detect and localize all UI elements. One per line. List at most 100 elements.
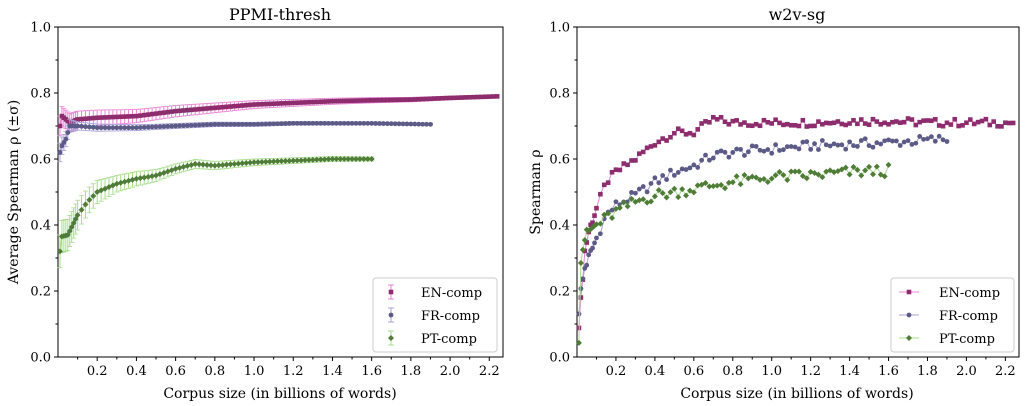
data-point xyxy=(737,181,744,188)
data-point xyxy=(86,196,93,203)
plot-area-w2v: 0.2 0.4 0.6 0.8 1.0 1.2 1.4 1.6 1.8 2.0 2.2 0.0 0.2 0… xyxy=(549,21,1020,379)
data-point xyxy=(699,121,704,126)
data-point xyxy=(936,123,942,128)
data-point xyxy=(882,138,888,144)
data-point xyxy=(106,114,112,120)
data-point xyxy=(141,112,147,118)
data-point xyxy=(57,150,63,155)
legend-marker xyxy=(388,312,394,318)
data-point xyxy=(239,103,245,108)
data-point xyxy=(679,166,685,172)
data-point xyxy=(334,98,339,104)
data-point xyxy=(921,136,926,142)
data-point xyxy=(373,121,378,126)
data-point xyxy=(803,175,810,182)
data-point xyxy=(753,174,760,181)
data-point xyxy=(290,100,296,106)
data-point xyxy=(75,117,80,122)
plot-area-ppmi: 0.2 0.4 0.6 0.8 1.0 1.2 1.4 1.6 1.8 2.0 2.2 0.0 0.2 0… xyxy=(30,21,504,379)
y-axis-label-w2v: Spearman ρ xyxy=(528,149,544,234)
data-point xyxy=(177,108,182,114)
data-point xyxy=(664,138,669,143)
data-point xyxy=(325,156,332,163)
data-point xyxy=(436,96,441,101)
data-point xyxy=(749,143,755,149)
data-point xyxy=(243,159,250,166)
data-point xyxy=(885,161,892,168)
data-point xyxy=(239,160,246,167)
data-point xyxy=(432,96,437,101)
data-point xyxy=(192,122,198,128)
data-point xyxy=(636,186,642,192)
data-point xyxy=(286,157,293,164)
data-point xyxy=(878,141,884,147)
data-point xyxy=(282,157,289,164)
y-tick-label: 0.8 xyxy=(549,87,570,102)
data-point xyxy=(345,156,352,162)
data-point xyxy=(804,139,810,145)
data-point xyxy=(827,120,833,126)
data-point xyxy=(764,179,771,186)
data-point xyxy=(869,171,876,178)
data-point xyxy=(329,156,336,162)
data-point xyxy=(936,133,942,139)
data-point xyxy=(181,123,186,129)
data-point xyxy=(118,114,124,120)
data-point xyxy=(267,101,273,107)
data-point xyxy=(271,121,277,127)
data-point xyxy=(133,175,140,182)
data-point xyxy=(640,149,646,155)
data-point xyxy=(369,120,375,126)
data-point xyxy=(263,121,269,127)
data-point xyxy=(866,122,872,127)
data-point xyxy=(138,113,143,118)
data-point xyxy=(718,148,724,154)
data-point xyxy=(808,123,813,129)
data-point xyxy=(733,173,740,180)
data-point xyxy=(956,123,961,129)
data-point xyxy=(157,124,163,130)
data-point xyxy=(270,158,277,165)
data-point xyxy=(165,123,171,129)
data-point xyxy=(582,248,588,254)
y-tick-label: 0.0 xyxy=(30,351,51,366)
data-point xyxy=(447,95,453,101)
data-point xyxy=(255,121,261,127)
data-point xyxy=(463,95,469,100)
data-point xyxy=(134,113,139,119)
data-point xyxy=(396,121,402,127)
data-point xyxy=(772,172,779,179)
data-point xyxy=(310,120,316,126)
data-point xyxy=(928,134,934,140)
data-point xyxy=(63,136,69,142)
data-point xyxy=(773,142,779,148)
data-point xyxy=(633,190,638,196)
data-point xyxy=(800,139,806,145)
y-tick-label: 0.8 xyxy=(30,87,51,102)
data-point xyxy=(960,123,965,128)
data-point xyxy=(656,139,662,145)
data-point xyxy=(629,158,634,163)
data-point xyxy=(777,148,782,153)
data-point xyxy=(699,157,705,163)
data-point xyxy=(83,116,88,122)
legend-marker xyxy=(906,335,912,341)
data-point xyxy=(795,168,802,175)
legend-box xyxy=(890,277,1015,353)
data-point xyxy=(126,125,131,131)
data-point xyxy=(247,159,254,166)
data-point xyxy=(122,125,128,131)
data-point xyxy=(439,95,445,101)
data-point xyxy=(134,125,139,131)
data-point xyxy=(609,215,616,222)
data-point xyxy=(593,221,600,228)
data-point xyxy=(263,101,269,107)
data-point xyxy=(357,98,363,103)
data-point xyxy=(878,122,884,127)
data-point xyxy=(948,122,954,127)
data-point xyxy=(275,121,280,127)
data-point xyxy=(349,120,355,126)
data-point xyxy=(734,118,739,123)
data-point xyxy=(149,111,155,117)
data-point xyxy=(356,156,363,162)
